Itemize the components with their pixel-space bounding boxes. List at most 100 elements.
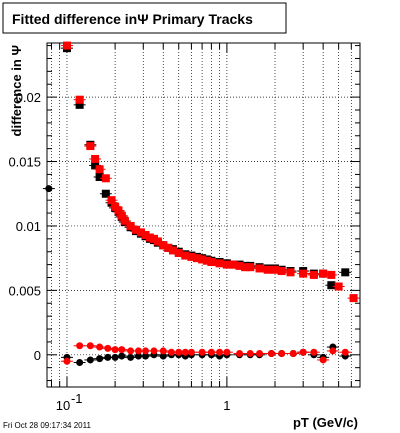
data-point-square bbox=[62, 41, 71, 50]
data-point-circle bbox=[175, 348, 183, 356]
data-point-square bbox=[341, 268, 350, 277]
data-point-circle bbox=[45, 185, 53, 193]
data-point-square bbox=[181, 251, 190, 260]
axis-ticks bbox=[47, 43, 360, 387]
data-point-circle bbox=[198, 348, 206, 356]
data-point-circle bbox=[159, 347, 167, 355]
data-point-square bbox=[263, 265, 272, 274]
data-point-square bbox=[159, 241, 168, 250]
data-point-square bbox=[153, 237, 162, 246]
data-point-circle bbox=[150, 347, 158, 355]
data-point-square bbox=[75, 100, 84, 109]
data-point-square bbox=[309, 270, 318, 279]
y-tick-label: 0.005 bbox=[8, 283, 41, 298]
x-axis-label: pT (GeV/c) bbox=[293, 415, 358, 430]
data-point-square bbox=[174, 249, 183, 258]
data-point-circle bbox=[267, 350, 275, 358]
data-point-circle bbox=[86, 342, 94, 350]
y-tick-label: 0.01 bbox=[16, 219, 41, 234]
data-point-square bbox=[319, 269, 328, 278]
data-point-square bbox=[327, 281, 336, 290]
data-point-square bbox=[222, 260, 231, 269]
grid-lines bbox=[47, 43, 360, 387]
data-point-square bbox=[187, 252, 196, 261]
chart-title: Fitted difference inΨ Primary Tracks bbox=[12, 11, 253, 27]
data-point-circle bbox=[127, 353, 135, 361]
data-point-circle bbox=[256, 350, 264, 358]
data-point-circle bbox=[86, 356, 94, 364]
x-tick-labels: 10 -1 1 bbox=[56, 391, 231, 413]
data-point-square bbox=[120, 216, 129, 225]
data-point-circle bbox=[181, 348, 189, 356]
data-point-circle bbox=[104, 353, 112, 361]
data-point-circle bbox=[329, 347, 337, 355]
data-point-square bbox=[271, 265, 280, 274]
data-point-square bbox=[198, 255, 207, 264]
data-point-circle bbox=[134, 347, 142, 355]
data-point-square bbox=[91, 154, 100, 163]
data-markers bbox=[42, 41, 360, 367]
timestamp: Fri Oct 28 09:17:34 2011 bbox=[3, 421, 91, 430]
data-point-circle bbox=[159, 352, 167, 360]
data-point-circle bbox=[289, 350, 297, 358]
data-point-square bbox=[131, 225, 140, 234]
data-point-square bbox=[75, 95, 84, 104]
data-point-circle bbox=[236, 350, 244, 358]
title-box: Fitted difference inΨ Primary Tracks bbox=[2, 2, 287, 34]
data-point-square bbox=[299, 269, 308, 278]
data-point-square bbox=[117, 211, 126, 220]
data-point-square bbox=[229, 260, 238, 269]
data-point-square bbox=[349, 294, 358, 303]
y-tick-label: 0 bbox=[34, 348, 41, 363]
data-point-square bbox=[202, 256, 211, 265]
data-point-square bbox=[95, 172, 104, 181]
data-point-square bbox=[114, 206, 123, 215]
data-point-square bbox=[207, 258, 216, 267]
x-tick-label: 10 bbox=[56, 398, 70, 413]
data-point-square bbox=[95, 165, 104, 174]
data-point-circle bbox=[111, 346, 119, 354]
data-point-square bbox=[235, 261, 244, 270]
data-point-square bbox=[107, 196, 116, 205]
data-point-circle bbox=[134, 352, 142, 360]
plot-frame bbox=[46, 42, 361, 388]
data-point-circle bbox=[299, 348, 307, 356]
data-point-circle bbox=[76, 359, 84, 367]
data-point-circle bbox=[341, 348, 349, 356]
data-point-square bbox=[101, 174, 110, 183]
data-point-square bbox=[141, 230, 150, 239]
data-point-circle bbox=[63, 357, 71, 365]
data-point-circle bbox=[187, 348, 195, 356]
data-point-square bbox=[215, 259, 224, 268]
data-point-circle bbox=[96, 355, 104, 363]
data-point-square bbox=[91, 161, 100, 170]
data-point-circle bbox=[142, 347, 150, 355]
data-point-circle bbox=[142, 352, 150, 360]
data-point-square bbox=[145, 233, 154, 242]
data-point-square bbox=[126, 221, 135, 230]
y-axis-label: difference in Ψ bbox=[9, 45, 24, 136]
data-point-circle bbox=[111, 353, 119, 361]
x-tick-label-exponent: -1 bbox=[71, 391, 83, 406]
data-point-circle bbox=[223, 348, 231, 356]
data-point-square bbox=[286, 268, 295, 277]
data-point-circle bbox=[104, 344, 112, 352]
data-point-circle bbox=[167, 348, 175, 356]
data-point-circle bbox=[216, 348, 224, 356]
y-tick-labels: 0 0.005 0.01 0.015 0.02 bbox=[8, 90, 41, 363]
data-point-square bbox=[327, 270, 336, 279]
data-point-square bbox=[86, 142, 95, 151]
data-point-circle bbox=[127, 347, 135, 355]
data-point-circle bbox=[118, 346, 126, 354]
data-point-square bbox=[164, 243, 173, 252]
data-point-circle bbox=[246, 350, 254, 358]
data-point-square bbox=[246, 263, 255, 272]
data-point-circle bbox=[118, 352, 126, 360]
data-point-circle bbox=[76, 342, 84, 350]
data-point-square bbox=[192, 254, 201, 263]
data-point-circle bbox=[310, 348, 318, 356]
data-point-circle bbox=[96, 343, 104, 351]
data-point-circle bbox=[319, 356, 327, 364]
data-point-square bbox=[136, 228, 145, 237]
